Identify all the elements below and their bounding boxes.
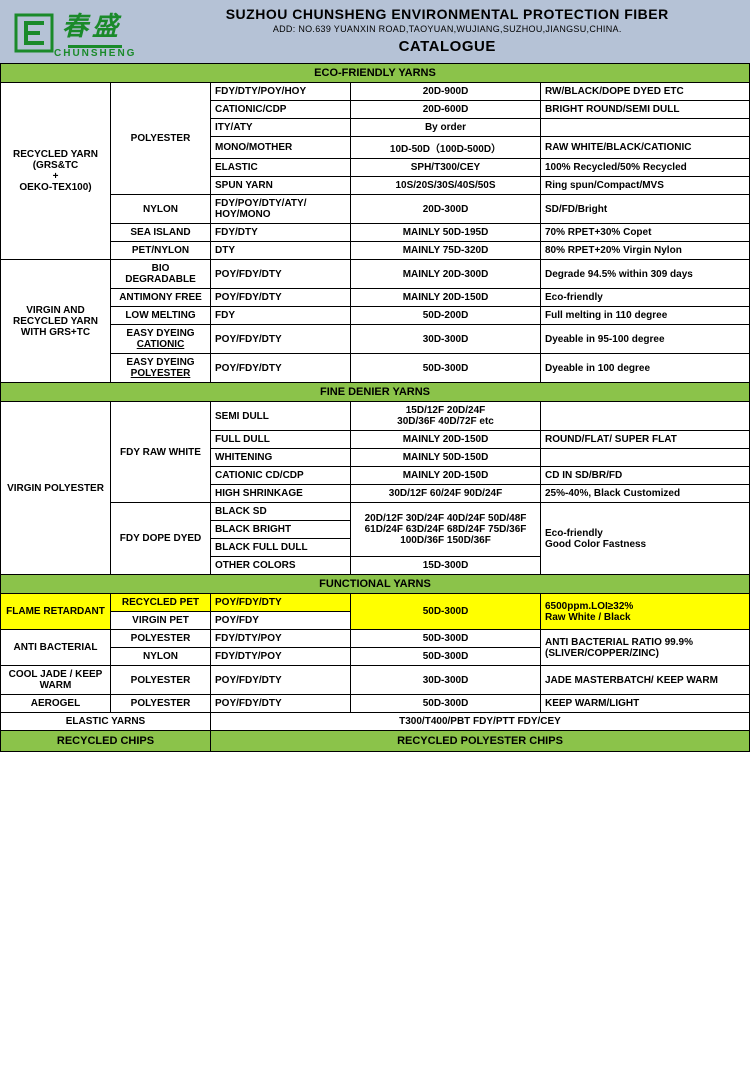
cat-aerogel: AEROGEL	[1, 695, 111, 713]
subcat-easy-dyeing-polyester: EASY DYEINGPOLYESTER	[111, 354, 211, 383]
cat-recycled: RECYCLED YARN (GRS&TC + OEKO-TEX100)	[1, 83, 111, 260]
subcat-easy-dyeing-cationic: EASY DYEINGCATIONIC	[111, 325, 211, 354]
header-band: 春盛 CHUNSHENG SUZHOU CHUNSHENG ENVIRONMEN…	[0, 0, 750, 63]
cat-anti-bacterial: ANTI BACTERIAL	[1, 630, 111, 666]
brand-cn: 春盛	[62, 6, 136, 43]
subcat-pet-nylon: PET/NYLON	[111, 242, 211, 260]
recycled-chips: RECYCLED CHIPS	[1, 731, 211, 752]
cat-virgin-recycled: VIRGIN AND RECYCLED YARN WITH GRS+TC	[1, 260, 111, 383]
table-row: RECYCLED YARN (GRS&TC + OEKO-TEX100) POL…	[1, 83, 750, 101]
cat-elastic-yarns: ELASTIC YARNS	[1, 713, 211, 731]
subcat-fdy-raw: FDY RAW WHITE	[111, 402, 211, 503]
logo-block: 春盛 CHUNSHENG	[0, 4, 144, 63]
section-func-header: FUNCTIONAL YARNS	[1, 575, 750, 594]
bottom-row: RECYCLED CHIPS RECYCLED POLYESTER CHIPS	[1, 731, 750, 752]
subcat-fdy-dope: FDY DOPE DYED	[111, 503, 211, 575]
catalogue-table: ECO-FRIENDLY YARNS RECYCLED YARN (GRS&TC…	[0, 63, 750, 752]
cat-flame-retardant: FLAME RETARDANT	[1, 594, 111, 630]
cat-virgin-polyester: VIRGIN POLYESTER	[1, 402, 111, 575]
subcat-polyester: POLYESTER	[111, 83, 211, 195]
company-address: ADD: NO.639 YUANXIN ROAD,TAOYUAN,WUJIANG…	[144, 24, 750, 34]
company-block: SUZHOU CHUNSHENG ENVIRONMENTAL PROTECTIO…	[144, 4, 750, 57]
company-name: SUZHOU CHUNSHENG ENVIRONMENTAL PROTECTIO…	[144, 6, 750, 22]
subcat-sea-island: SEA ISLAND	[111, 224, 211, 242]
recycled-polyester-chips: RECYCLED POLYESTER CHIPS	[211, 731, 750, 752]
section-eco-header: ECO-FRIENDLY YARNS	[1, 64, 750, 83]
subcat-nylon: NYLON	[111, 195, 211, 224]
section-fine-header: FINE DENIER YARNS	[1, 383, 750, 402]
page-title: CATALOGUE	[144, 38, 750, 55]
cat-cool-jade: COOL JADE / KEEP WARM	[1, 666, 111, 695]
brand-en: CHUNSHENG	[54, 48, 136, 59]
logo-icon	[14, 13, 54, 53]
